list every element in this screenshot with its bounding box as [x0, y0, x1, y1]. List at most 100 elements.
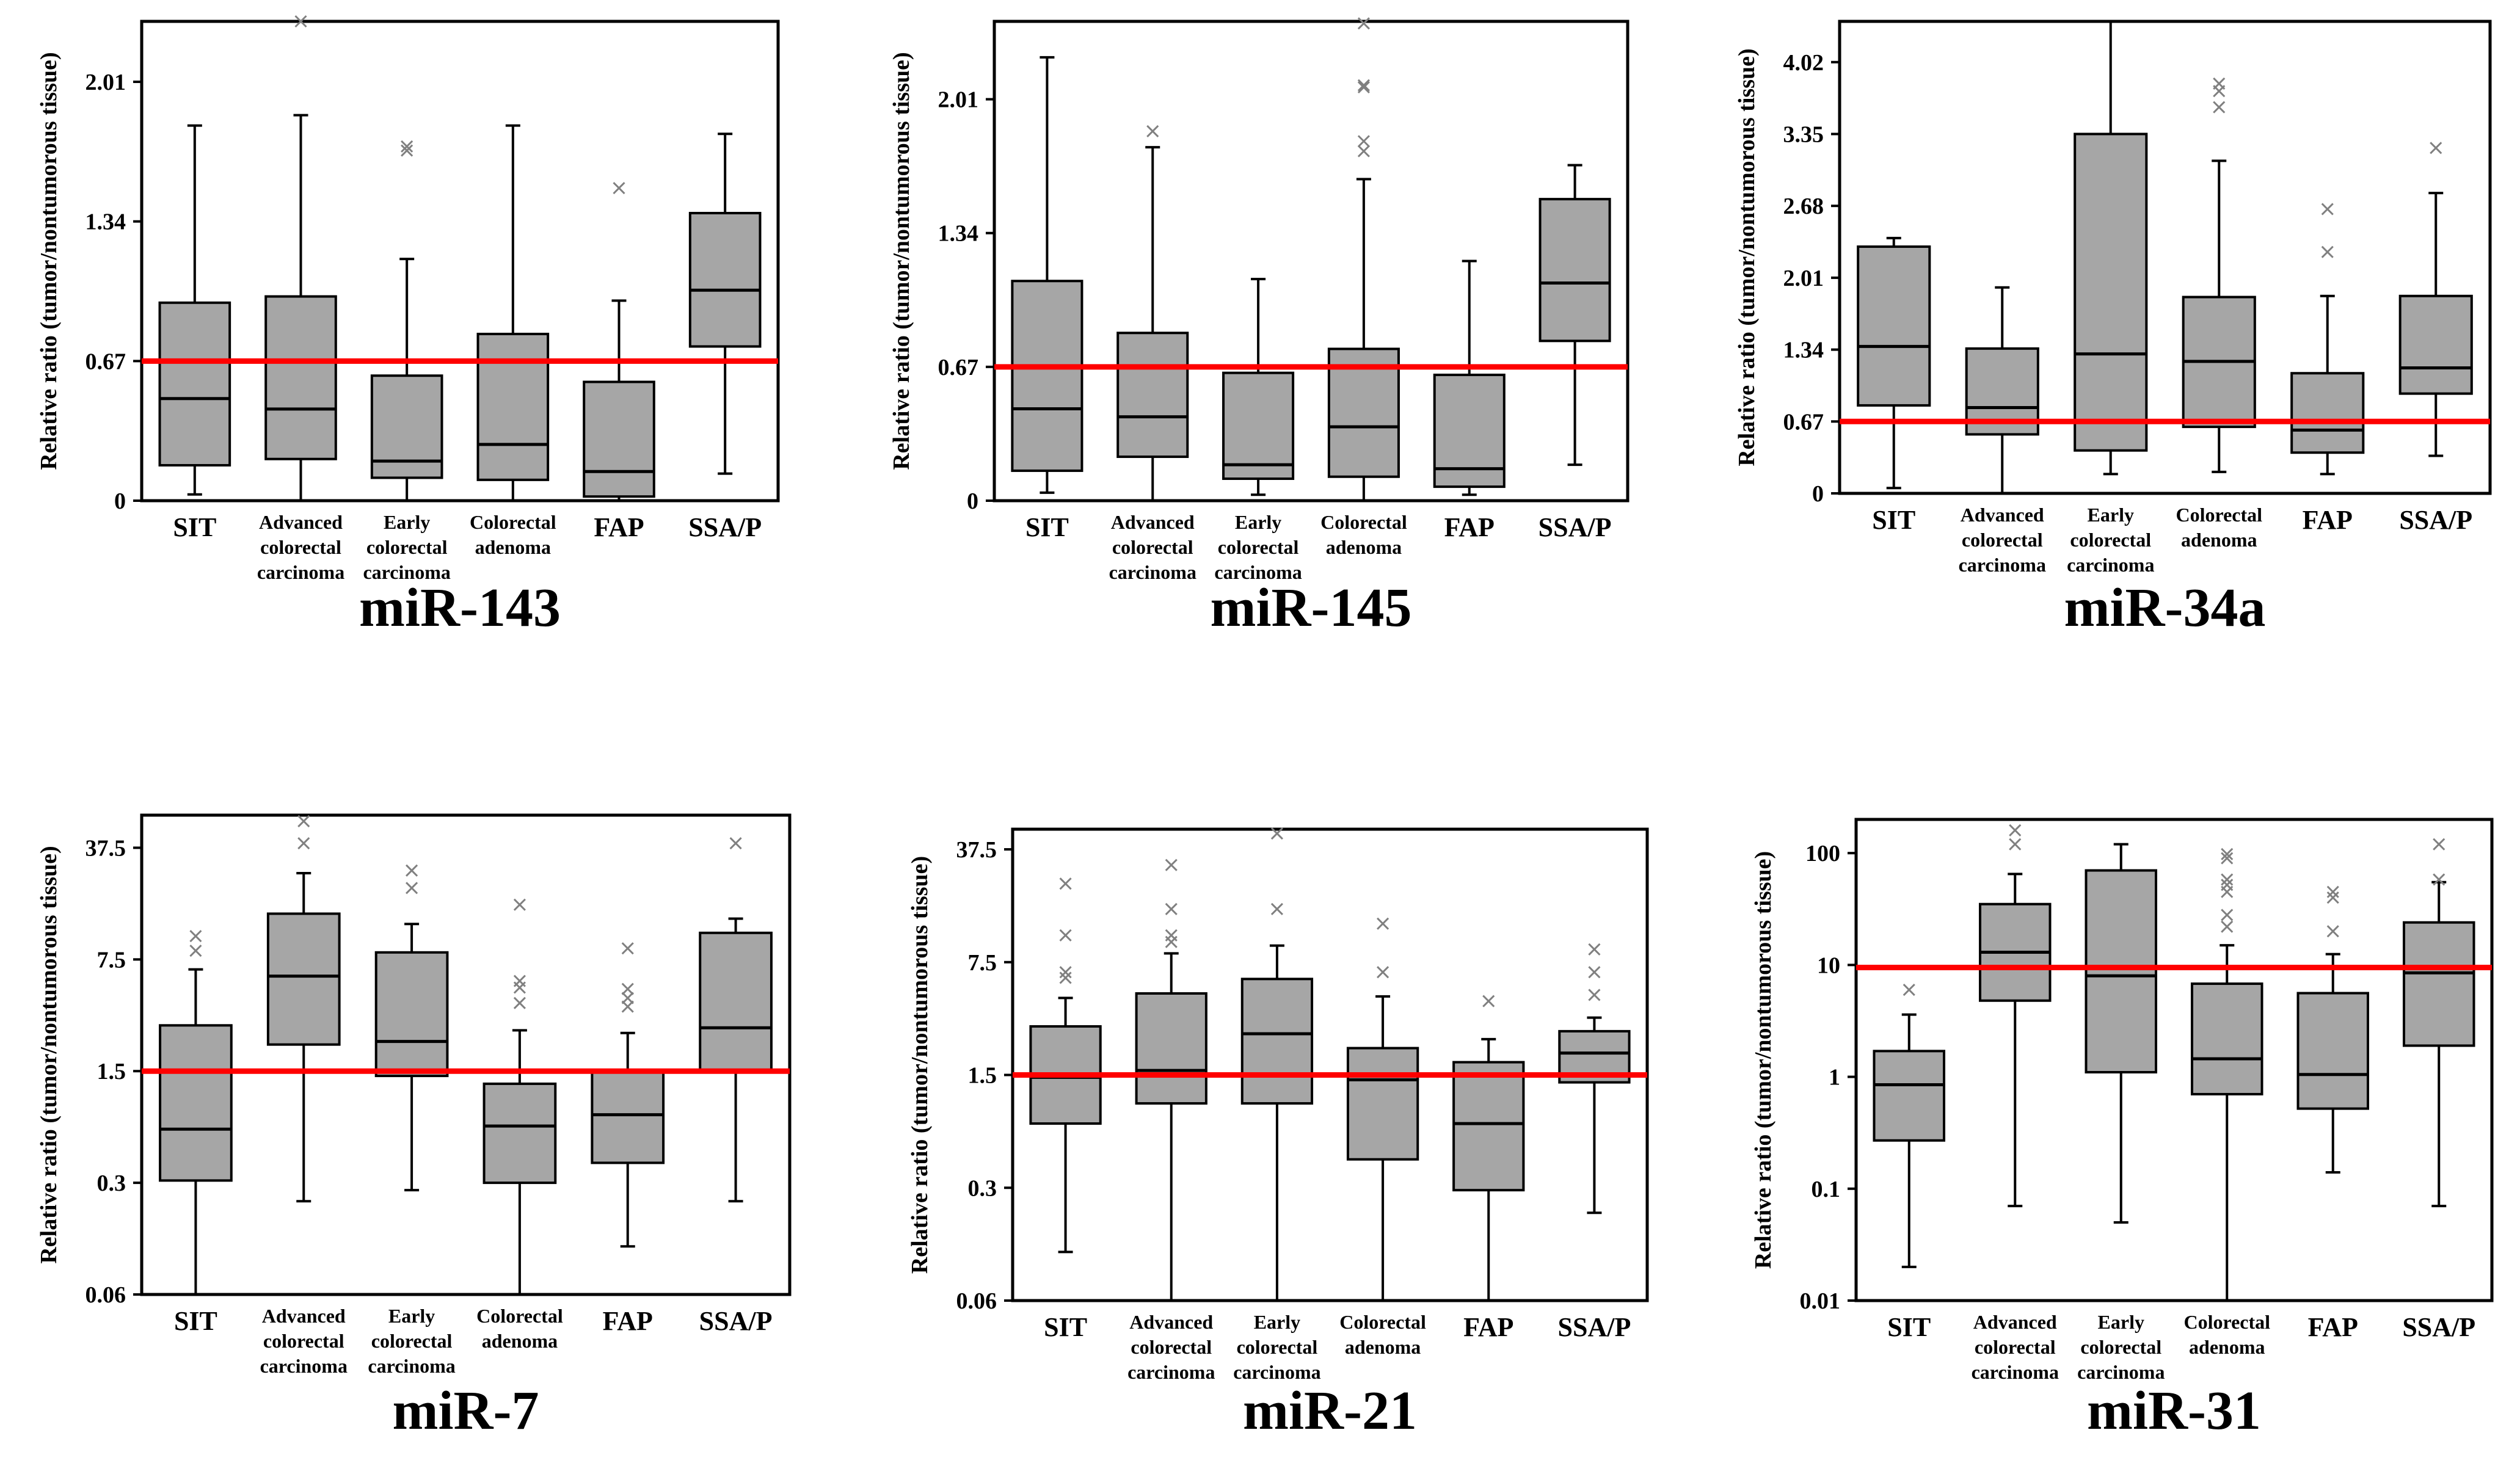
outlier-marker — [1588, 943, 1601, 956]
plot-frame — [140, 813, 792, 1296]
x-category-label: Advanced colorectal carcinoma — [1959, 504, 2046, 576]
y-tick-label: 0.1 — [1812, 1177, 1841, 1202]
y-tick-label: 0 — [967, 488, 978, 514]
outlier-marker — [1146, 125, 1159, 137]
y-tick-label: 0.01 — [1800, 1288, 1841, 1314]
outlier-marker — [2213, 101, 2226, 114]
y-axis-label: Relative ratio (tumor/nontumorous tissue… — [889, 52, 914, 470]
box-iqr — [476, 332, 550, 481]
y-tick-label: 1.34 — [86, 209, 126, 235]
x-category-label: Advanced colorectal carcinoma — [1127, 1311, 1215, 1383]
y-tick-label: 2.68 — [1783, 194, 1824, 219]
outlier-marker — [297, 837, 310, 850]
box-iqr — [1327, 347, 1400, 478]
x-category-label: Early colorectal carcinoma — [1214, 511, 1302, 583]
outlier-marker — [621, 942, 634, 955]
x-category-label: SIT — [1887, 1312, 1931, 1342]
box-plot — [1222, 277, 1295, 496]
outlier-marker — [1059, 966, 1072, 979]
box-iqr — [699, 931, 773, 1073]
chart-title: miR-145 — [1211, 578, 1412, 638]
box-iqr — [2402, 921, 2475, 1047]
box-plot — [2296, 885, 2370, 1174]
outlier-marker — [1059, 877, 1072, 890]
outlier-marker — [729, 837, 742, 850]
outlier-marker — [1357, 135, 1370, 148]
box-plot — [264, 15, 337, 502]
outlier-marker — [401, 144, 413, 157]
box-iqr — [483, 1082, 557, 1185]
outlier-marker — [297, 815, 310, 827]
chart-title: miR-34a — [2064, 578, 2266, 638]
chart-title: miR-143 — [359, 578, 561, 638]
y-tick-label: 1.34 — [1783, 338, 1824, 363]
box-plot — [266, 815, 341, 1203]
x-category-label: FAP — [2303, 505, 2353, 535]
box-plot — [1433, 260, 1506, 496]
outlier-marker — [2326, 891, 2339, 904]
box-plot — [1327, 17, 1400, 502]
box-plot — [2190, 848, 2263, 1302]
y-axis-label: Relative ratio (tumor/nontumorous tissue… — [36, 52, 62, 470]
outlier-marker — [2009, 838, 2022, 851]
outlier-marker — [294, 15, 307, 28]
box-iqr — [2074, 133, 2148, 452]
plot-frame — [1011, 827, 1649, 1302]
outlier-marker — [1165, 935, 1178, 948]
outlier-marker — [189, 930, 202, 943]
box-iqr — [1011, 280, 1083, 472]
outlier-marker — [2213, 85, 2226, 98]
y-tick-label: 2.01 — [1783, 266, 1824, 291]
outlier-marker — [1377, 917, 1389, 930]
x-category-label: FAP — [1444, 512, 1495, 542]
y-tick-label: 1.34 — [938, 221, 979, 247]
outlier-marker — [1357, 145, 1370, 158]
plot-frame — [1838, 20, 2492, 495]
box-iqr — [2398, 294, 2473, 395]
y-tick-label: 100 — [1805, 841, 1840, 866]
box-iqr — [1116, 332, 1189, 459]
x-category-label: FAP — [594, 512, 644, 542]
box-plot — [1346, 917, 1419, 1302]
box-plot — [476, 124, 550, 502]
outlier-marker — [2221, 848, 2234, 860]
chart-panel: 0.01 0.1 1 10 100 Relative ratio (tumor/nontu… — [1750, 818, 2494, 1441]
box-plot — [2085, 843, 2158, 1224]
outlier-marker — [1903, 983, 1915, 997]
x-category-label: Colorectal adenoma — [2176, 504, 2262, 551]
x-category-label: SSA/P — [1539, 512, 1612, 542]
box-iqr — [688, 212, 762, 348]
outlier-marker — [1482, 995, 1495, 1007]
outlier-marker — [2321, 245, 2334, 258]
x-category-label: Colorectal adenoma — [1320, 511, 1407, 558]
x-category-label: Advanced colorectal carcinoma — [260, 1305, 348, 1377]
box-iqr — [266, 912, 341, 1046]
x-category-label: SSA/P — [2402, 1312, 2475, 1342]
outlier-marker — [1059, 929, 1072, 942]
x-category-label: SSA/P — [688, 512, 762, 542]
outlier-marker — [2433, 873, 2445, 886]
box-iqr — [591, 1070, 665, 1164]
y-tick-label: 1.5 — [97, 1059, 126, 1084]
outlier-marker — [2009, 824, 2022, 837]
y-axis-label: Relative ratio (tumor/nontumorous tissue… — [36, 846, 62, 1263]
y-axis-label: Relative ratio (tumor/nontumorous tissue… — [907, 856, 933, 1274]
outlier-marker — [1588, 966, 1601, 979]
x-category-label: SSA/P — [1558, 1312, 1631, 1342]
outlier-marker — [1059, 971, 1072, 984]
outlier-marker — [613, 181, 625, 195]
box-iqr — [1873, 1050, 1946, 1142]
x-category-label: SIT — [173, 512, 216, 542]
x-category-label: Early colorectal carcinoma — [1233, 1311, 1320, 1383]
box-iqr — [1857, 245, 1931, 407]
box-iqr — [2190, 982, 2263, 1095]
y-tick-label: 0.3 — [968, 1175, 997, 1201]
y-tick-label: 3.35 — [1783, 122, 1824, 147]
outlier-marker — [1377, 966, 1389, 979]
outlier-marker — [1357, 79, 1370, 92]
outlier-marker — [1270, 827, 1283, 840]
x-category-label: Advanced colorectal carcinoma — [1109, 511, 1196, 583]
x-category-label: Early colorectal carcinoma — [368, 1305, 455, 1377]
chart-panel: 0 0.67 1.34 2.01 2.68 3.35 4.02 Relative ratio … — [1734, 20, 2492, 638]
